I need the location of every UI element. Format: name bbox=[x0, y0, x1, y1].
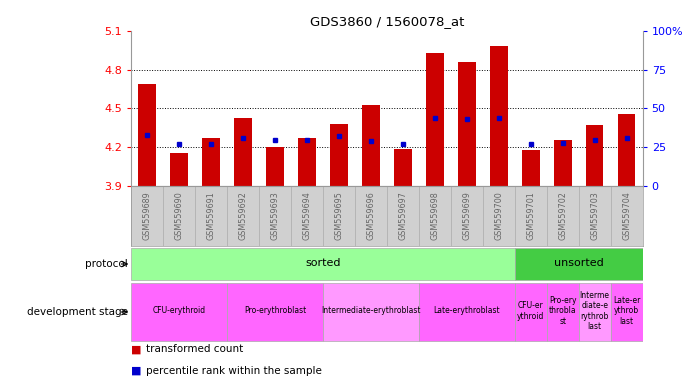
Bar bbox=[515, 283, 547, 341]
Text: GSM559701: GSM559701 bbox=[527, 191, 536, 240]
Bar bbox=[227, 283, 323, 341]
Text: GSM559700: GSM559700 bbox=[494, 191, 503, 240]
Bar bbox=[586, 125, 603, 186]
Bar bbox=[323, 283, 419, 341]
Bar bbox=[138, 84, 156, 186]
Text: GSM559693: GSM559693 bbox=[271, 191, 280, 240]
Bar bbox=[419, 283, 515, 341]
Text: unsorted: unsorted bbox=[554, 258, 603, 268]
Text: GSM559690: GSM559690 bbox=[175, 191, 184, 240]
Text: percentile rank within the sample: percentile rank within the sample bbox=[146, 366, 323, 376]
Text: protocol: protocol bbox=[85, 259, 128, 269]
Text: GSM559698: GSM559698 bbox=[430, 191, 439, 240]
Text: GSM559699: GSM559699 bbox=[462, 191, 471, 240]
Text: GSM559695: GSM559695 bbox=[334, 191, 343, 240]
Bar bbox=[554, 140, 571, 186]
Text: ■: ■ bbox=[131, 344, 142, 354]
Bar bbox=[131, 283, 227, 341]
Text: sorted: sorted bbox=[305, 258, 341, 268]
Text: GSM559697: GSM559697 bbox=[399, 191, 408, 240]
Text: Late-erythroblast: Late-erythroblast bbox=[433, 306, 500, 315]
Text: CFU-erythroid: CFU-erythroid bbox=[153, 306, 206, 315]
Bar bbox=[266, 147, 284, 186]
Text: GSM559704: GSM559704 bbox=[622, 191, 631, 240]
Bar bbox=[202, 138, 220, 186]
Bar bbox=[490, 46, 508, 186]
Text: Interme
diate-e
rythrob
last: Interme diate-e rythrob last bbox=[580, 291, 609, 331]
Bar bbox=[458, 62, 475, 186]
Text: GSM559694: GSM559694 bbox=[303, 191, 312, 240]
Text: Late-er
ythrob
last: Late-er ythrob last bbox=[613, 296, 641, 326]
Text: GSM559692: GSM559692 bbox=[238, 191, 247, 240]
Bar bbox=[522, 150, 540, 186]
Text: GSM559703: GSM559703 bbox=[590, 191, 599, 240]
Bar bbox=[362, 104, 380, 186]
Bar bbox=[515, 248, 643, 280]
Bar bbox=[578, 283, 611, 341]
Text: ■: ■ bbox=[131, 366, 142, 376]
Text: development stage: development stage bbox=[27, 307, 128, 317]
Bar bbox=[171, 152, 188, 186]
Text: Intermediate-erythroblast: Intermediate-erythroblast bbox=[321, 306, 421, 315]
Text: Pro-ery
throbla
st: Pro-ery throbla st bbox=[549, 296, 576, 326]
Bar bbox=[611, 283, 643, 341]
Bar bbox=[547, 283, 578, 341]
Text: Pro-erythroblast: Pro-erythroblast bbox=[244, 306, 306, 315]
Text: CFU-er
ythroid: CFU-er ythroid bbox=[517, 301, 545, 321]
Text: transformed count: transformed count bbox=[146, 344, 244, 354]
Text: GSM559702: GSM559702 bbox=[558, 191, 567, 240]
Text: GSM559696: GSM559696 bbox=[366, 191, 375, 240]
Bar bbox=[426, 53, 444, 186]
Bar bbox=[131, 248, 515, 280]
Text: GSM559691: GSM559691 bbox=[207, 191, 216, 240]
Text: GSM559689: GSM559689 bbox=[143, 191, 152, 240]
Bar bbox=[299, 138, 316, 186]
Title: GDS3860 / 1560078_at: GDS3860 / 1560078_at bbox=[310, 15, 464, 28]
Bar bbox=[330, 124, 348, 186]
Bar bbox=[394, 149, 412, 186]
Bar bbox=[618, 114, 636, 186]
Bar bbox=[234, 118, 252, 186]
